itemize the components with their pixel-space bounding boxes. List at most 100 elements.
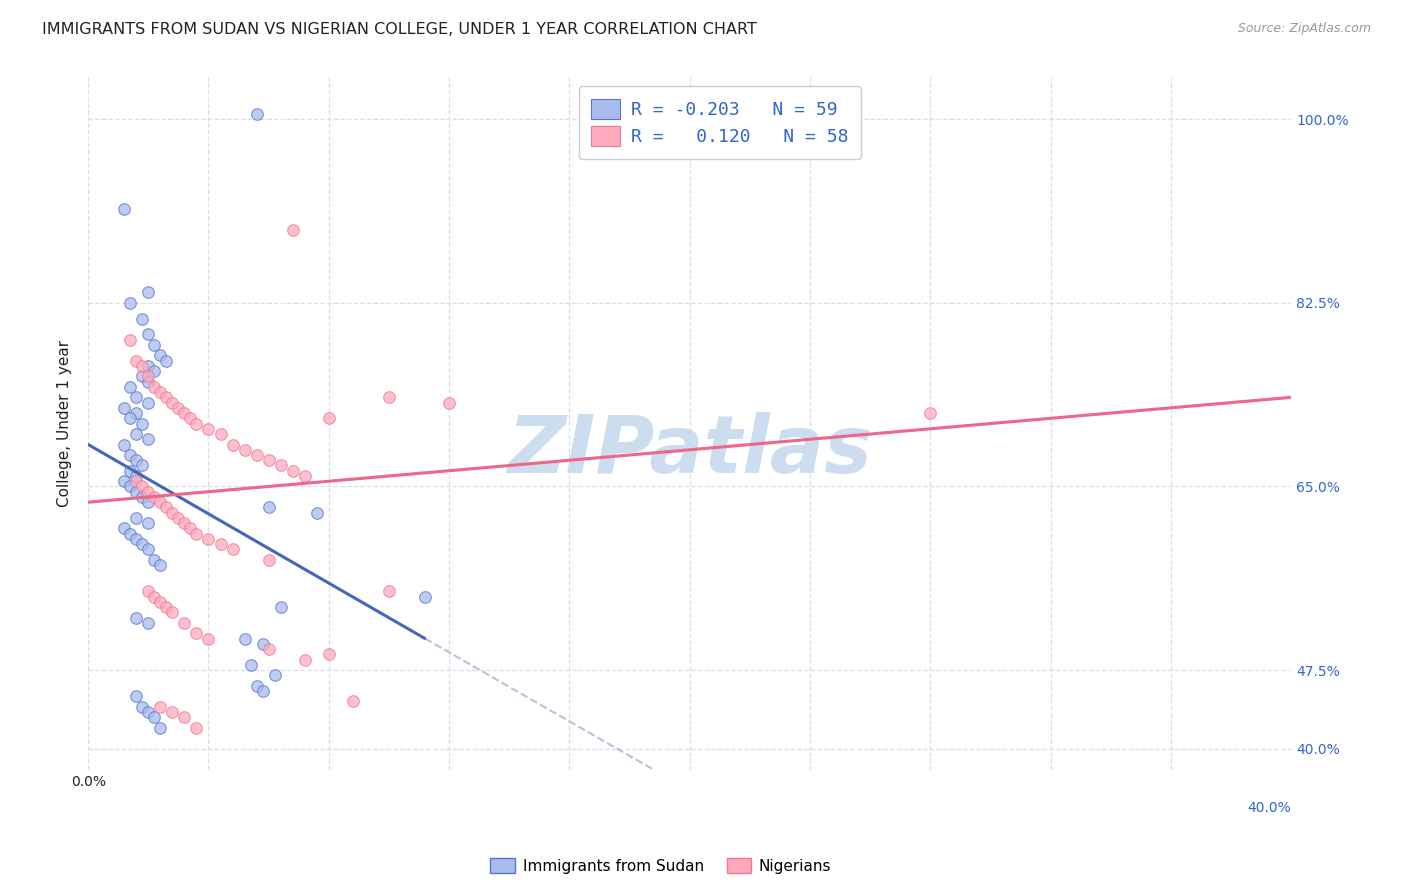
Point — [143, 338, 166, 352]
Point — [149, 385, 172, 400]
Point — [112, 202, 135, 216]
Point — [120, 411, 142, 425]
Point — [120, 333, 142, 347]
Point — [209, 427, 232, 442]
Point — [143, 490, 166, 504]
Text: IMMIGRANTS FROM SUDAN VS NIGERIAN COLLEGE, UNDER 1 YEAR CORRELATION CHART: IMMIGRANTS FROM SUDAN VS NIGERIAN COLLEG… — [42, 22, 756, 37]
Point — [281, 464, 304, 478]
Point — [131, 417, 153, 431]
Point — [143, 380, 166, 394]
Point — [162, 605, 184, 619]
Point — [155, 500, 177, 515]
Point — [173, 615, 195, 630]
Point — [167, 401, 190, 415]
Point — [120, 380, 142, 394]
Point — [136, 542, 159, 557]
Point — [167, 511, 190, 525]
Point — [378, 584, 401, 599]
Point — [125, 484, 148, 499]
Point — [162, 705, 184, 719]
Point — [155, 353, 177, 368]
Point — [120, 464, 142, 478]
Point — [149, 699, 172, 714]
Point — [162, 506, 184, 520]
Point — [136, 395, 159, 409]
Point — [263, 668, 285, 682]
Point — [173, 710, 195, 724]
Point — [125, 532, 148, 546]
Legend: R = -0.203   N = 59, R =   0.120   N = 58: R = -0.203 N = 59, R = 0.120 N = 58 — [579, 87, 860, 159]
Point — [143, 590, 166, 604]
Legend: Immigrants from Sudan, Nigerians: Immigrants from Sudan, Nigerians — [484, 852, 838, 880]
Text: 40.0%: 40.0% — [1247, 801, 1291, 814]
Point — [136, 615, 159, 630]
Point — [125, 690, 148, 704]
Point — [136, 375, 159, 389]
Point — [136, 327, 159, 342]
Point — [120, 296, 142, 310]
Point — [318, 648, 340, 662]
Text: ZIPatlas: ZIPatlas — [508, 412, 872, 491]
Point — [173, 516, 195, 531]
Point — [125, 427, 148, 442]
Point — [136, 359, 159, 373]
Point — [131, 490, 153, 504]
Point — [257, 453, 280, 467]
Point — [120, 448, 142, 462]
Point — [186, 626, 208, 640]
Y-axis label: College, Under 1 year: College, Under 1 year — [58, 340, 72, 508]
Point — [149, 495, 172, 509]
Point — [112, 474, 135, 488]
Point — [186, 526, 208, 541]
Point — [112, 437, 135, 451]
Point — [143, 364, 166, 378]
Point — [131, 699, 153, 714]
Point — [252, 637, 274, 651]
Point — [155, 600, 177, 615]
Point — [136, 705, 159, 719]
Point — [246, 448, 269, 462]
Point — [149, 595, 172, 609]
Point — [112, 401, 135, 415]
Point — [131, 458, 153, 473]
Point — [281, 222, 304, 236]
Point — [233, 632, 256, 646]
Point — [437, 395, 460, 409]
Point — [125, 390, 148, 404]
Point — [270, 600, 292, 615]
Point — [125, 453, 148, 467]
Point — [125, 511, 148, 525]
Point — [186, 417, 208, 431]
Point — [149, 558, 172, 573]
Point — [162, 395, 184, 409]
Point — [239, 657, 262, 672]
Point — [120, 479, 142, 493]
Point — [143, 553, 166, 567]
Point — [197, 422, 219, 436]
Point — [305, 506, 328, 520]
Point — [136, 516, 159, 531]
Point — [125, 610, 148, 624]
Point — [294, 652, 316, 666]
Point — [270, 458, 292, 473]
Point — [378, 390, 401, 404]
Point — [149, 348, 172, 362]
Text: Source: ZipAtlas.com: Source: ZipAtlas.com — [1237, 22, 1371, 36]
Point — [246, 679, 269, 693]
Point — [136, 484, 159, 499]
Point — [233, 442, 256, 457]
Point — [413, 590, 436, 604]
Point — [131, 537, 153, 551]
Point — [179, 521, 201, 535]
Point — [125, 474, 148, 488]
Point — [136, 285, 159, 300]
Point — [143, 710, 166, 724]
Point — [149, 721, 172, 735]
Point — [257, 642, 280, 657]
Point — [209, 537, 232, 551]
Point — [197, 632, 219, 646]
Point — [257, 553, 280, 567]
Point — [112, 521, 135, 535]
Point — [136, 495, 159, 509]
Point — [186, 721, 208, 735]
